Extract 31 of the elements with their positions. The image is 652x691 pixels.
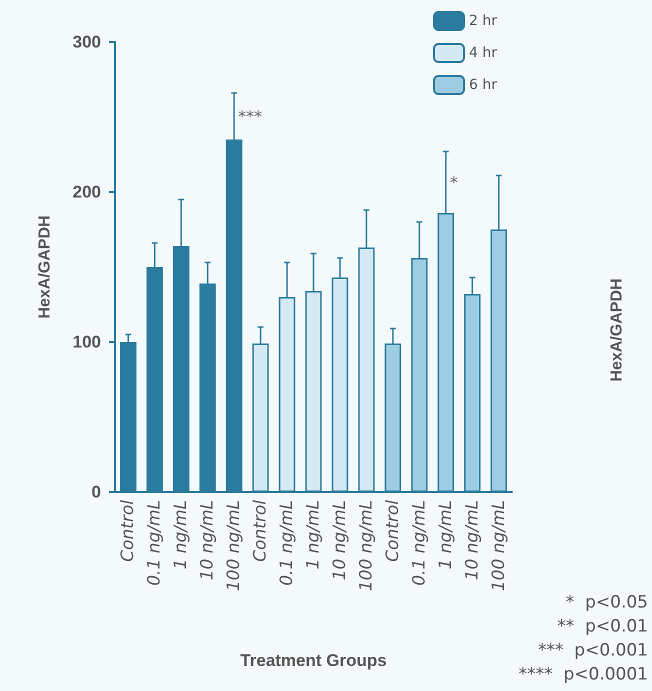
x-tick-label: 100 ng/mL: [488, 500, 509, 592]
x-tick-label: 0.1 ng/mL: [409, 500, 430, 586]
legend-label: 6 hr: [469, 77, 498, 93]
x-axis-title: Treatment Groups: [240, 651, 387, 670]
text: **** p<0.0001: [518, 664, 648, 684]
text: * p<0.05: [566, 592, 648, 612]
x-tick-label: 100 ng/mL: [224, 500, 244, 592]
x-tick-label: 10 ng/mL: [198, 500, 218, 580]
y-tick-label: 0: [92, 482, 101, 502]
data-label: *: [450, 172, 458, 192]
y-tick-label: 100: [72, 332, 101, 352]
x-tick-label: Control: [118, 500, 138, 562]
x-tick-label: 0.1 ng/mL: [277, 500, 298, 586]
x-tick-label: 10 ng/mL: [330, 500, 350, 580]
data-label: ***: [238, 106, 262, 126]
y-tick-label: 300: [72, 32, 101, 52]
x-tick-label: 1 ng/mL: [304, 500, 324, 570]
legend-label: 4 hr: [469, 45, 498, 61]
text: HexA/GAPDH: [608, 278, 626, 382]
text: *** p<0.001: [538, 640, 648, 660]
x-tick-label: Control: [250, 500, 271, 562]
y-tick-label: 200: [72, 182, 101, 202]
x-tick-label: 0.1 ng/mL: [144, 500, 165, 586]
x-tick-label: 10 ng/mL: [462, 500, 482, 580]
x-tick-label: 1 ng/mL: [171, 500, 192, 570]
text: ** p<0.01: [557, 616, 648, 636]
x-tick-label: 1 ng/mL: [436, 500, 456, 570]
x-tick-label: Control: [382, 500, 403, 562]
x-tick-label: 100 ng/mL: [356, 500, 376, 592]
legend-label: 2 hr: [469, 13, 498, 29]
y-axis-title: HexA/GAPDH: [36, 215, 54, 319]
